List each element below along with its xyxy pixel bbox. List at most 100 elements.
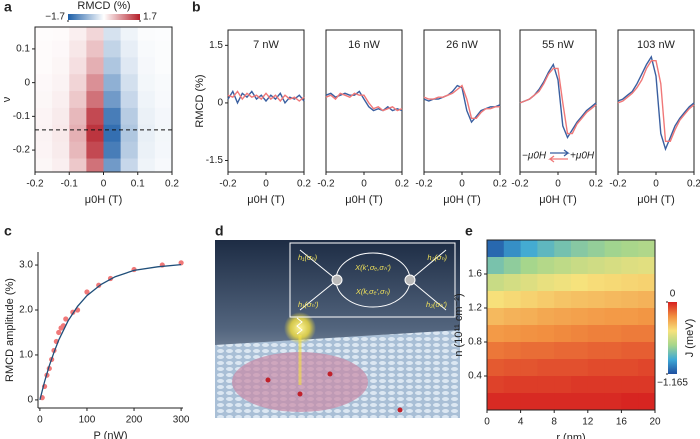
- y-tick-label: 1.2: [468, 303, 482, 314]
- x-tick-label: 0.2: [297, 179, 311, 190]
- heatmap-cell: [86, 74, 105, 92]
- colorbar-label: J (meV): [684, 319, 696, 358]
- heatmap-cell: [604, 359, 622, 377]
- heatmap-cell: [604, 342, 622, 360]
- heatmap-cell: [154, 141, 172, 160]
- heatmap-cell: [604, 393, 622, 410]
- heatmap-cell: [154, 40, 172, 58]
- heatmap-cell: [120, 107, 139, 126]
- heatmap-cell: [69, 91, 87, 109]
- colorbar-tick-label: −1.7: [45, 12, 65, 23]
- x-axis-label: μ0H (T): [247, 194, 285, 206]
- heatmap-cell: [621, 274, 639, 292]
- x-tick-label: -0.2: [415, 179, 433, 190]
- panel-letter: d: [215, 223, 224, 239]
- heatmap-cell: [554, 376, 572, 394]
- colorbar-tick-label: 0: [670, 289, 676, 300]
- data-line: [423, 84, 500, 119]
- heatmap-cell: [621, 257, 639, 275]
- heatmap-cell: [638, 257, 655, 275]
- heatmap-cell: [487, 257, 505, 275]
- heatmap-cell: [520, 257, 538, 275]
- heatmap-cell: [154, 91, 172, 109]
- x-tick-label: -0.2: [317, 179, 335, 190]
- heatmap-cell: [571, 393, 589, 410]
- x-tick-label: 8: [551, 417, 557, 428]
- heatmap-cell: [520, 308, 538, 326]
- y-tick-label: 3.0: [19, 260, 33, 271]
- heatmap-cell: [35, 158, 53, 172]
- diagram-label: h₂(σₕ): [427, 253, 447, 262]
- illustration: h₁(σₕ) h₂(σₕ) X(k′,σₑ,σₕ′) X(k,σₑ′,σₕ) h…: [215, 240, 460, 418]
- heatmap-cell: [103, 40, 122, 58]
- heatmap-cell: [554, 342, 572, 360]
- x-tick-label: -0.2: [511, 179, 529, 190]
- plot-frame: [325, 29, 403, 173]
- y-tick-label: 0: [217, 98, 223, 109]
- heatmap-cell: [604, 240, 622, 258]
- y-axis-label: RMCD amplitude (%): [4, 278, 16, 382]
- heatmap-cell: [587, 291, 606, 309]
- y-tick-label: 2.0: [19, 305, 33, 316]
- heatmap-cell: [52, 107, 70, 126]
- legend-label: −μ0H: [522, 151, 547, 162]
- x-tick-label: 0.2: [493, 179, 507, 190]
- heatmap-cell: [537, 291, 555, 309]
- heatmap-cell: [604, 376, 622, 394]
- y-tick-label: 0: [27, 395, 33, 406]
- heatmap-cell: [103, 158, 122, 172]
- site: [265, 377, 271, 383]
- diagram-label: X(k′,σₑ,σₕ′): [354, 263, 391, 272]
- heatmap-cell: [86, 141, 105, 160]
- heatmap-cell: [103, 91, 122, 109]
- heatmap-cell: [503, 342, 522, 360]
- colorbar-label: RMCD (%): [77, 0, 130, 12]
- heatmap-cell: [537, 359, 555, 377]
- heatmap-cell: [86, 158, 105, 172]
- heatmap-cell: [554, 393, 572, 410]
- heatmap-cell: [137, 74, 156, 92]
- heatmap-cell: [154, 124, 172, 143]
- heatmap-cell: [52, 158, 70, 172]
- colorbar: [668, 302, 677, 374]
- heatmap-cell: [35, 107, 53, 126]
- heatmap-cell: [621, 291, 639, 309]
- panel-title: 26 nW: [446, 39, 478, 51]
- data-line: [617, 55, 695, 152]
- leg: [299, 279, 338, 311]
- y-tick-label: 1.6: [468, 269, 482, 280]
- heatmap-cell: [554, 257, 572, 275]
- heatmap-cell: [537, 257, 555, 275]
- heatmap-cell: [487, 342, 505, 360]
- heatmap-cell: [520, 393, 538, 410]
- heatmap-cell: [52, 74, 70, 92]
- x-axis-label: μ0H (T): [85, 194, 123, 206]
- heatmap-cell: [86, 107, 105, 126]
- heatmap-cell: [154, 27, 172, 42]
- heatmap-cell: [120, 27, 139, 42]
- fit-line: [39, 263, 182, 401]
- diagram-label: h₁(σₕ): [298, 253, 318, 262]
- heatmap-cell: [52, 91, 70, 109]
- heatmap-cell: [52, 57, 70, 75]
- heatmap-cell: [69, 141, 87, 160]
- heatmap-cell: [35, 91, 53, 109]
- heatmap-cell: [554, 359, 572, 377]
- heatmap-cell: [69, 107, 87, 126]
- heatmap-cell: [154, 74, 172, 92]
- heatmap-cell: [137, 40, 156, 58]
- heatmap-cell: [487, 308, 505, 326]
- heatmap-cell: [52, 40, 70, 58]
- heatmap-cell: [120, 57, 139, 75]
- heatmap-cell: [86, 27, 105, 42]
- x-axis-label: μ0H (T): [539, 194, 577, 206]
- heatmap-cell: [571, 325, 589, 343]
- panel-letter: a: [4, 0, 12, 15]
- heatmap-cell: [571, 240, 589, 258]
- vertex: [404, 274, 416, 286]
- heatmap-cell: [487, 240, 505, 258]
- heatmap-cell: [638, 376, 655, 394]
- heatmap-cell: [537, 342, 555, 360]
- heatmap-cell: [571, 274, 589, 292]
- x-tick-label: 0: [484, 417, 490, 428]
